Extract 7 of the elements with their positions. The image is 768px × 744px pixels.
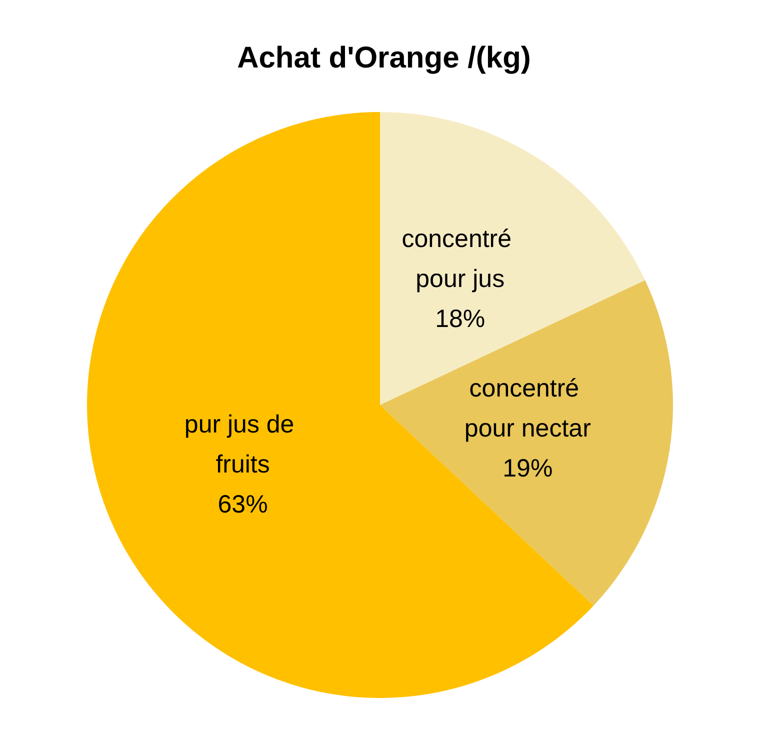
- data-label: 19%: [502, 454, 553, 482]
- data-label: 18%: [435, 304, 486, 333]
- slice-label: concentré pour nectar: [464, 374, 591, 442]
- slice-label: pur jus de fruits: [184, 410, 302, 478]
- data-label: 63%: [218, 490, 268, 518]
- slice-label: concentré pour jus: [402, 224, 518, 293]
- chart-title: Achat d'Orange /(kg): [237, 42, 531, 74]
